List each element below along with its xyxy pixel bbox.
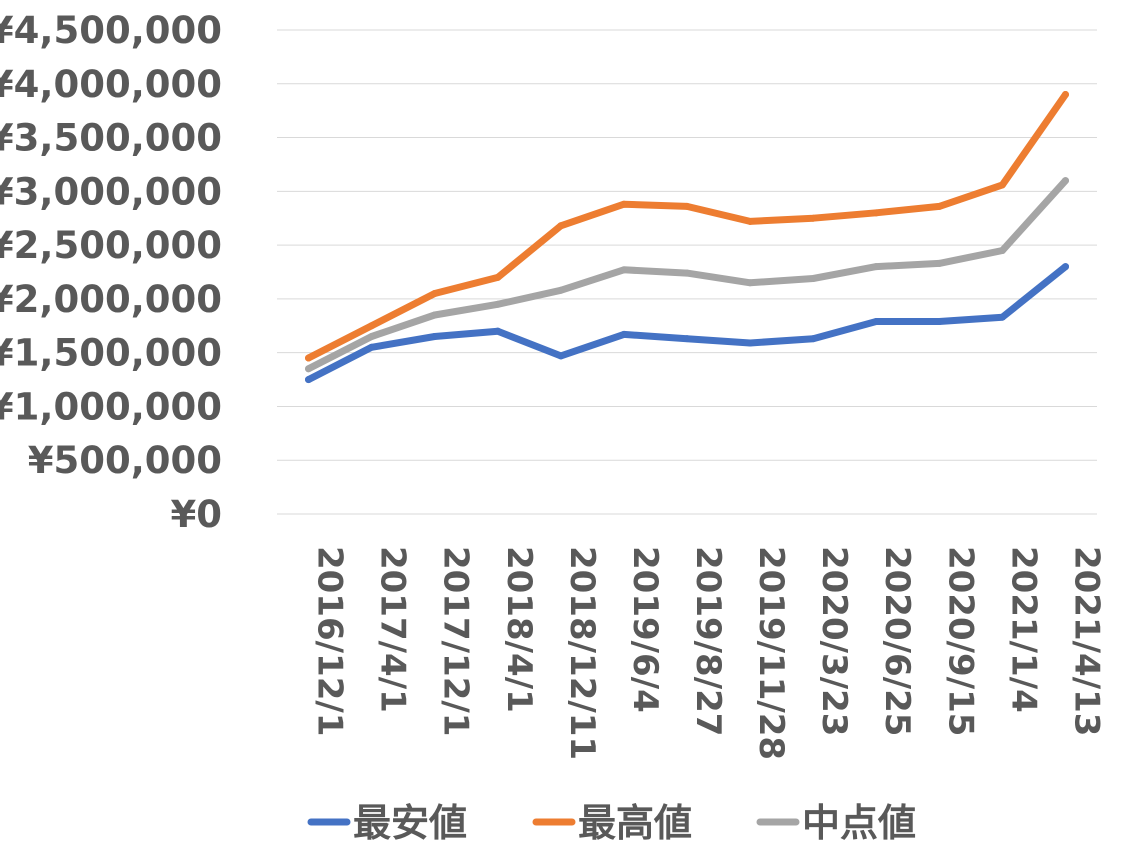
- data-point: [935, 202, 943, 210]
- data-point: [305, 354, 313, 362]
- data-point: [935, 259, 943, 267]
- x-tick-label: 2021/1/4: [1003, 546, 1043, 713]
- x-tick-label: 2021/4/13: [1066, 546, 1106, 736]
- x-axis-ticks: 2016/12/1 2017/4/1 2017/12/1 2018/4/1 2018/1…: [310, 546, 1107, 760]
- x-tick-label: 2016/12/1: [310, 546, 350, 736]
- data-point: [494, 273, 502, 281]
- gridlines: [277, 29, 1097, 515]
- legend-label: 中点値: [802, 801, 916, 845]
- y-tick-label: ¥2,000,000: [0, 278, 222, 321]
- x-tick-label: 2020/6/25: [877, 546, 917, 736]
- data-point: [1061, 177, 1069, 185]
- x-tick-label: 2019/11/28: [751, 546, 791, 760]
- y-axis-ticks: ¥0 ¥500,000 ¥1,000,000 ¥1,500,000 ¥2,000,000…: [0, 9, 222, 536]
- series-lines: [305, 91, 1069, 384]
- x-tick-label: 2018/12/11: [562, 546, 602, 760]
- data-point: [872, 209, 880, 217]
- data-point: [305, 376, 313, 384]
- y-tick-label: ¥4,500,000: [0, 9, 222, 52]
- data-point: [431, 290, 439, 298]
- data-point: [557, 352, 565, 360]
- data-point: [368, 322, 376, 330]
- data-point: [746, 339, 754, 347]
- data-point: [872, 263, 880, 271]
- data-point: [683, 202, 691, 210]
- y-tick-label: ¥2,500,000: [0, 224, 222, 267]
- data-point: [431, 333, 439, 341]
- data-point: [683, 335, 691, 343]
- y-tick-label: ¥0: [171, 493, 223, 536]
- data-point: [998, 313, 1006, 321]
- data-point: [998, 246, 1006, 254]
- series-line-0: [305, 263, 1069, 384]
- legend: 最安値 最高値 中点値: [307, 801, 916, 845]
- data-point: [809, 335, 817, 343]
- data-point: [809, 214, 817, 222]
- data-point: [1061, 263, 1069, 271]
- data-point: [557, 286, 565, 294]
- y-tick-label: ¥4,000,000: [0, 63, 222, 106]
- y-tick-label: ¥1,500,000: [0, 332, 222, 375]
- data-point: [557, 222, 565, 230]
- data-point: [746, 279, 754, 287]
- data-point: [746, 217, 754, 225]
- legend-label: 最高値: [578, 801, 692, 845]
- x-tick-label: 2020/3/23: [814, 546, 854, 736]
- legend-label: 最安値: [353, 801, 467, 845]
- x-tick-label: 2017/12/1: [436, 546, 476, 736]
- x-tick-label: 2019/6/4: [625, 546, 665, 713]
- data-point: [494, 300, 502, 308]
- data-point: [431, 311, 439, 319]
- data-point: [494, 327, 502, 335]
- y-tick-label: ¥3,500,000: [0, 117, 222, 160]
- y-tick-label: ¥1,000,000: [0, 385, 222, 428]
- data-point: [998, 181, 1006, 189]
- x-tick-label: 2019/8/27: [688, 546, 728, 736]
- data-point: [620, 330, 628, 338]
- y-tick-label: ¥3,000,000: [0, 170, 222, 213]
- x-tick-label: 2017/4/1: [373, 546, 413, 713]
- data-point: [872, 317, 880, 325]
- x-tick-label: 2020/9/15: [940, 546, 980, 736]
- data-point: [935, 317, 943, 325]
- data-point: [1061, 91, 1069, 99]
- data-point: [683, 269, 691, 277]
- data-point: [368, 343, 376, 351]
- data-point: [305, 365, 313, 373]
- data-point: [809, 274, 817, 282]
- data-point: [620, 200, 628, 208]
- data-point: [368, 333, 376, 341]
- data-point: [620, 266, 628, 274]
- y-tick-label: ¥500,000: [28, 439, 222, 482]
- x-tick-label: 2018/4/1: [499, 546, 539, 713]
